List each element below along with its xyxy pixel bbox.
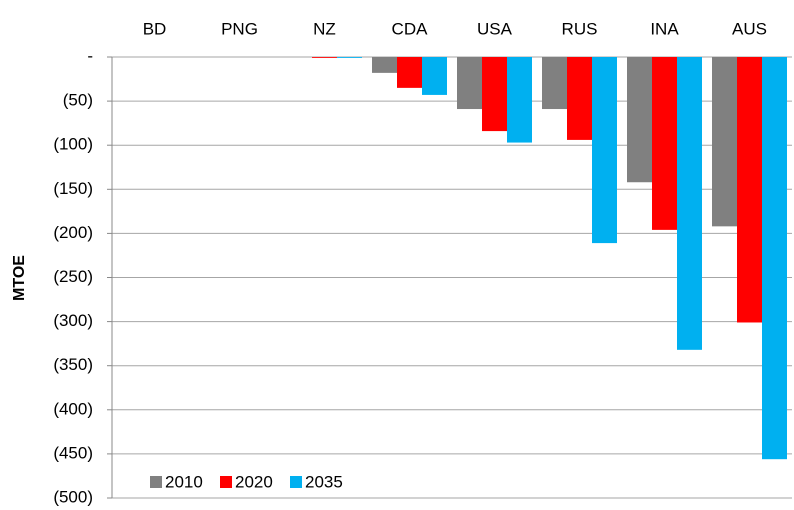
y-tick-label: (200) bbox=[53, 223, 93, 242]
bar bbox=[457, 57, 482, 110]
y-tick-label: - bbox=[87, 46, 93, 65]
bar bbox=[652, 57, 677, 230]
bar bbox=[592, 57, 617, 244]
x-tick-label: AUS bbox=[732, 19, 767, 38]
bar bbox=[372, 57, 397, 73]
legend-swatch bbox=[290, 476, 302, 488]
y-axis-label: MTOE bbox=[11, 255, 28, 301]
bar bbox=[762, 57, 787, 460]
bar bbox=[397, 57, 422, 88]
bar bbox=[337, 57, 362, 58]
bar bbox=[737, 57, 762, 323]
y-tick-label: (400) bbox=[53, 399, 93, 418]
bar bbox=[567, 57, 592, 140]
bar bbox=[627, 57, 652, 183]
x-tick-label: INA bbox=[650, 19, 679, 38]
x-tick-label: USA bbox=[477, 19, 513, 38]
bar bbox=[507, 57, 532, 143]
legend-label: 2035 bbox=[305, 472, 343, 491]
x-tick-label: RUS bbox=[562, 19, 598, 38]
bar bbox=[542, 57, 567, 110]
y-tick-label: (100) bbox=[53, 135, 93, 154]
x-tick-label: BD bbox=[143, 19, 167, 38]
legend-swatch bbox=[220, 476, 232, 488]
legend-label: 2020 bbox=[235, 472, 273, 491]
x-tick-label: CDA bbox=[392, 19, 429, 38]
y-tick-label: (300) bbox=[53, 311, 93, 330]
x-tick-label: PNG bbox=[221, 19, 258, 38]
y-tick-label: (150) bbox=[53, 179, 93, 198]
legend-swatch bbox=[150, 476, 162, 488]
y-tick-label: (500) bbox=[53, 487, 93, 506]
bar bbox=[312, 57, 337, 58]
legend-label: 2010 bbox=[165, 472, 203, 491]
y-tick-label: (450) bbox=[53, 443, 93, 462]
y-tick-label: (50) bbox=[63, 91, 93, 110]
y-tick-label: (250) bbox=[53, 267, 93, 286]
bar bbox=[677, 57, 702, 350]
y-tick-label: (350) bbox=[53, 355, 93, 374]
bar bbox=[712, 57, 737, 227]
bar bbox=[482, 57, 507, 132]
x-tick-label: NZ bbox=[313, 19, 336, 38]
bar bbox=[422, 57, 447, 95]
